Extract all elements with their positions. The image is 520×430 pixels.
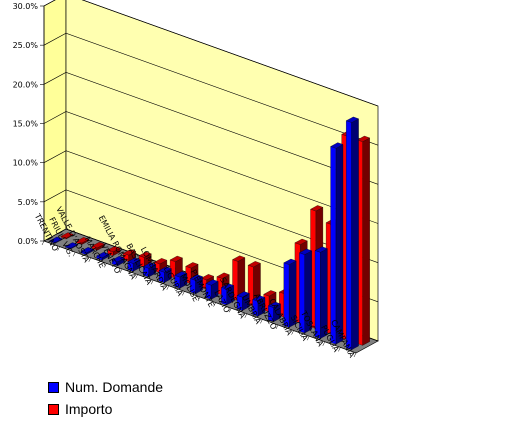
bar-num-domande [236,291,250,311]
bar-num-domande [111,255,125,267]
chart-bars [49,116,371,351]
bar-front [112,259,118,267]
bar-num-domande [143,262,157,278]
bar-num-domande [283,258,297,328]
bar-front [80,250,87,255]
bar-front [158,270,165,283]
bar-num-domande [49,236,63,244]
bar-front [283,262,290,328]
legend-label-importo: Importo [65,401,113,417]
x-tick-mark [197,296,201,302]
x-tick-mark [104,263,107,268]
x-tick-mark [353,352,357,358]
bar-num-domande [65,242,79,250]
legend-label-num-domande: Num. Domande [65,379,164,395]
legend-item-importo: Importo [48,398,163,420]
bar-num-domande [127,257,141,272]
x-tick-mark [244,313,248,318]
bar-num-domande [221,283,235,306]
legend: Num. Domande Importo [48,376,163,420]
x-tick-mark [135,274,138,279]
x-tick-mark [260,319,263,324]
bar-importo [356,135,371,346]
bar-front [65,246,71,250]
bar-importo [91,241,105,251]
bar-front [60,236,67,240]
bar-front [174,275,181,289]
y-tick-label: 10.0% [13,159,39,168]
bar-num-domande [252,295,266,317]
x-tick-mark [57,246,60,251]
legend-swatch-num-domande [48,381,59,393]
bar-num-domande [330,142,344,345]
gridline [43,150,379,263]
gridline [43,111,379,224]
bar-front [330,146,337,345]
x-tick-mark [150,280,154,285]
y-tick-label: 30.0% [13,2,39,11]
bar-side [351,118,359,351]
x-tick-mark [166,285,170,290]
bar-num-domande [158,266,172,283]
gridline [43,0,379,107]
bar-front [221,287,227,306]
legend-swatch-importo [48,403,59,415]
bar-front [299,252,305,334]
x-tick-mark [88,257,92,262]
y-tick-label: 25.0% [13,41,39,50]
bar-front [190,278,196,295]
bar-front [76,240,82,245]
x-tick-mark [72,252,76,257]
bar-front [268,305,274,323]
bar-front [205,283,212,300]
x-tick-mark [291,330,294,335]
y-tick-label: 5.0% [18,198,39,207]
legend-item-num-domande: Num. Domande [48,376,163,398]
bar-front [49,240,56,244]
x-tick-mark [119,268,123,274]
bar-num-domande [205,279,219,300]
bar-front [143,266,149,278]
bar-side [335,144,344,345]
bar-num-domande [96,251,110,261]
x-tick-mark [182,291,185,296]
y-tick-label: 0.0% [18,237,39,246]
y-axis-tick-labels: 0.0% 5.0% 10.0% 15.0% 20.0% 25.0% 30.0% [13,2,39,246]
bar-num-domande [267,301,281,323]
bar-num-domande [189,274,203,295]
x-tick-mark [322,341,326,346]
x-tick-mark [275,324,279,330]
bar-num-domande [314,246,328,339]
x-tick-mark [306,336,310,341]
bar-front [236,295,243,311]
x-tick-mark [41,240,45,246]
bar-front [91,245,98,251]
chart-gridlines [40,0,379,358]
bar-front [314,250,321,339]
x-tick-mark [338,347,341,352]
bar-importo [247,261,261,307]
bar-num-domande [80,247,94,255]
bar-front [346,120,352,351]
bar-importo [107,246,121,257]
gridline [43,189,379,303]
x-tick-mark [228,308,232,313]
bar-num-domande [174,271,188,289]
bar-front [252,299,259,317]
bar-importo [232,255,246,301]
bar-side [362,137,370,346]
bar-front [127,261,134,272]
bar-importo [60,232,74,240]
y-tick-label: 20.0% [13,80,39,89]
bar-num-domande [345,116,359,351]
bar-num-domande [299,248,313,334]
gridline [43,32,379,146]
x-tick-mark [213,302,216,307]
y-tick-label: 15.0% [13,120,39,129]
gridline [43,71,379,185]
bar-importo [76,237,90,245]
bar-front [96,255,103,261]
